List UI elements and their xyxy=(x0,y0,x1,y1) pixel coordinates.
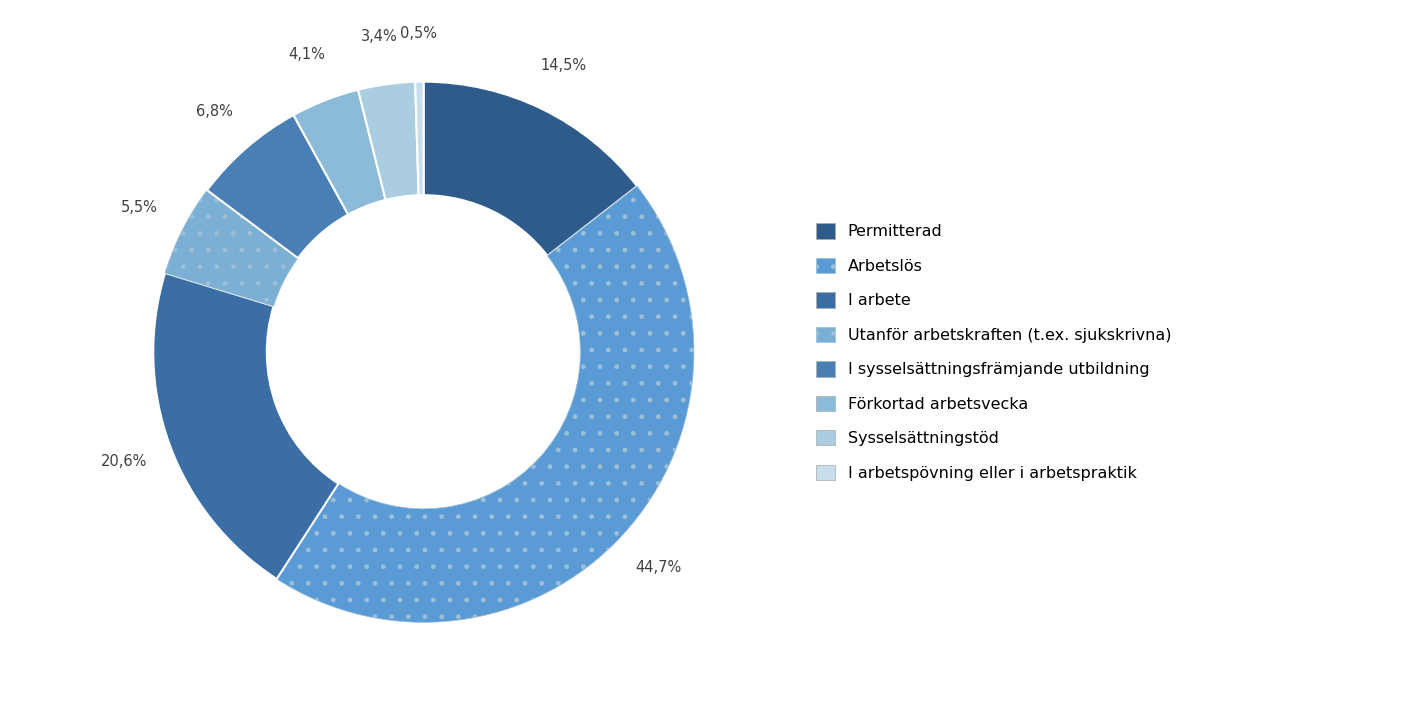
Wedge shape xyxy=(165,190,298,306)
Wedge shape xyxy=(277,186,693,622)
Wedge shape xyxy=(294,89,385,215)
Text: 20,6%: 20,6% xyxy=(100,454,147,469)
Wedge shape xyxy=(424,82,637,256)
Wedge shape xyxy=(415,82,424,195)
Text: 5,5%: 5,5% xyxy=(120,200,158,215)
Text: 44,7%: 44,7% xyxy=(635,560,682,575)
Wedge shape xyxy=(359,82,419,200)
Legend: Permitterad, Arbetslös, I arbete, Utanför arbetskraften (t.ex. sjukskrivna), I s: Permitterad, Arbetslös, I arbete, Utanfö… xyxy=(816,223,1171,481)
Text: 6,8%: 6,8% xyxy=(196,103,233,119)
Wedge shape xyxy=(208,115,349,258)
Wedge shape xyxy=(154,273,339,579)
Text: 3,4%: 3,4% xyxy=(361,29,398,44)
Text: 4,1%: 4,1% xyxy=(289,47,326,63)
Text: 0,5%: 0,5% xyxy=(400,25,438,41)
Text: 14,5%: 14,5% xyxy=(541,58,587,73)
